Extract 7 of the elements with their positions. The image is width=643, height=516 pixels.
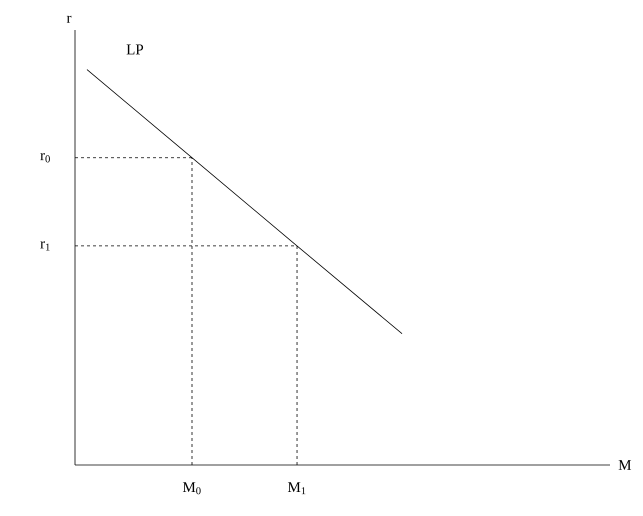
text: LP [126,44,144,54]
ref-line-label: r$_{1}$ [40,241,50,251]
ref-line-label: r$_{0}$ [40,153,50,162]
text: M [618,460,632,470]
x-tick-label: M$_{0}$ [182,482,201,494]
x-tick-label: M$_{1}$ [288,482,306,494]
y-axis-title: r [66,16,72,23]
